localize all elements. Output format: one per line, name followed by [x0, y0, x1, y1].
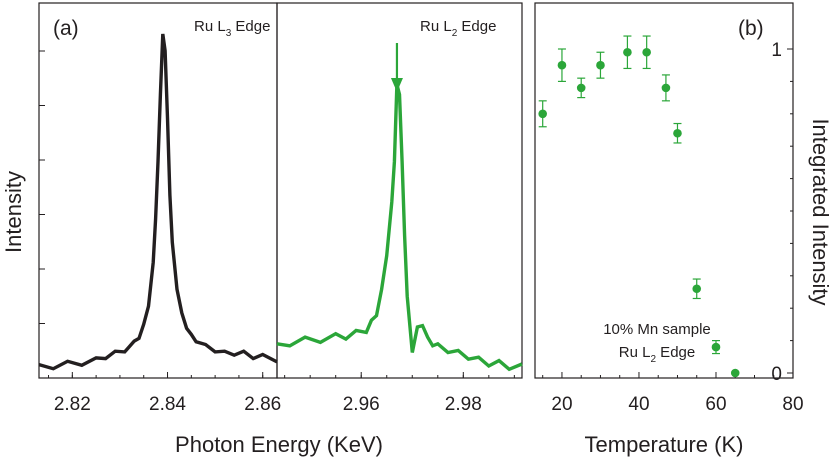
panel-b-y-axis-title: Integrated Intensity	[808, 118, 830, 305]
x-tick-label: 60	[705, 394, 726, 415]
x-tick-label: 40	[628, 394, 649, 415]
x-tick-label: 80	[782, 394, 803, 415]
panel-b-edge-label: Ru L2 Edge	[619, 344, 695, 365]
data-point	[623, 47, 632, 57]
data-point	[557, 60, 567, 70]
data-point	[711, 342, 721, 352]
data-point	[730, 368, 740, 378]
panel-a-label: (a)	[53, 17, 79, 40]
data-point	[538, 109, 548, 119]
x-tick-label: 2.82	[54, 394, 91, 415]
panel-b-label: (b)	[738, 17, 764, 40]
x-tick-label: 2.84	[149, 394, 186, 415]
panel-a-l3: 2.82 2.84 2.86 (a) Ru L3 Edge	[38, 2, 281, 415]
y-tick-label: 0	[771, 364, 782, 385]
l3-spectrum-line	[38, 33, 278, 371]
panel-b-sample-label: 10% Mn sample	[603, 321, 711, 338]
data-point	[673, 128, 682, 138]
panel-a-x-axis-title: Photon Energy (KeV)	[175, 432, 383, 457]
panel-b: 20 40 60 800 1 (b) 10% Mn sample Ru L2 Edge	[534, 2, 804, 415]
arrow-head	[390, 78, 403, 92]
panel-a-y-axis-title: Intensity	[1, 171, 26, 253]
x-tick-label: 20	[551, 394, 572, 415]
panel-b-x-axis-title: Temperature (K)	[585, 432, 744, 457]
x-tick-label: 2.96	[343, 394, 380, 415]
panel-a-l2: 2.96 2.98 Ru L2 Edge	[276, 2, 523, 415]
data-point	[692, 284, 702, 294]
panel-b-frame	[534, 2, 794, 379]
data-point	[576, 83, 586, 93]
data-point	[596, 60, 605, 70]
l2-peak-arrow	[390, 43, 403, 92]
x-tick-label: 2.86	[244, 394, 281, 415]
data-point	[661, 83, 671, 93]
panel-a-l2-frame	[276, 2, 523, 379]
x-tick-label: 2.98	[445, 394, 482, 415]
data-point	[642, 47, 651, 57]
l3-edge-label: Ru L3 Edge	[194, 18, 270, 39]
l2-edge-label: Ru L2 Edge	[420, 18, 496, 39]
l2-spectrum-line	[276, 83, 523, 372]
y-tick-label: 1	[771, 40, 782, 61]
